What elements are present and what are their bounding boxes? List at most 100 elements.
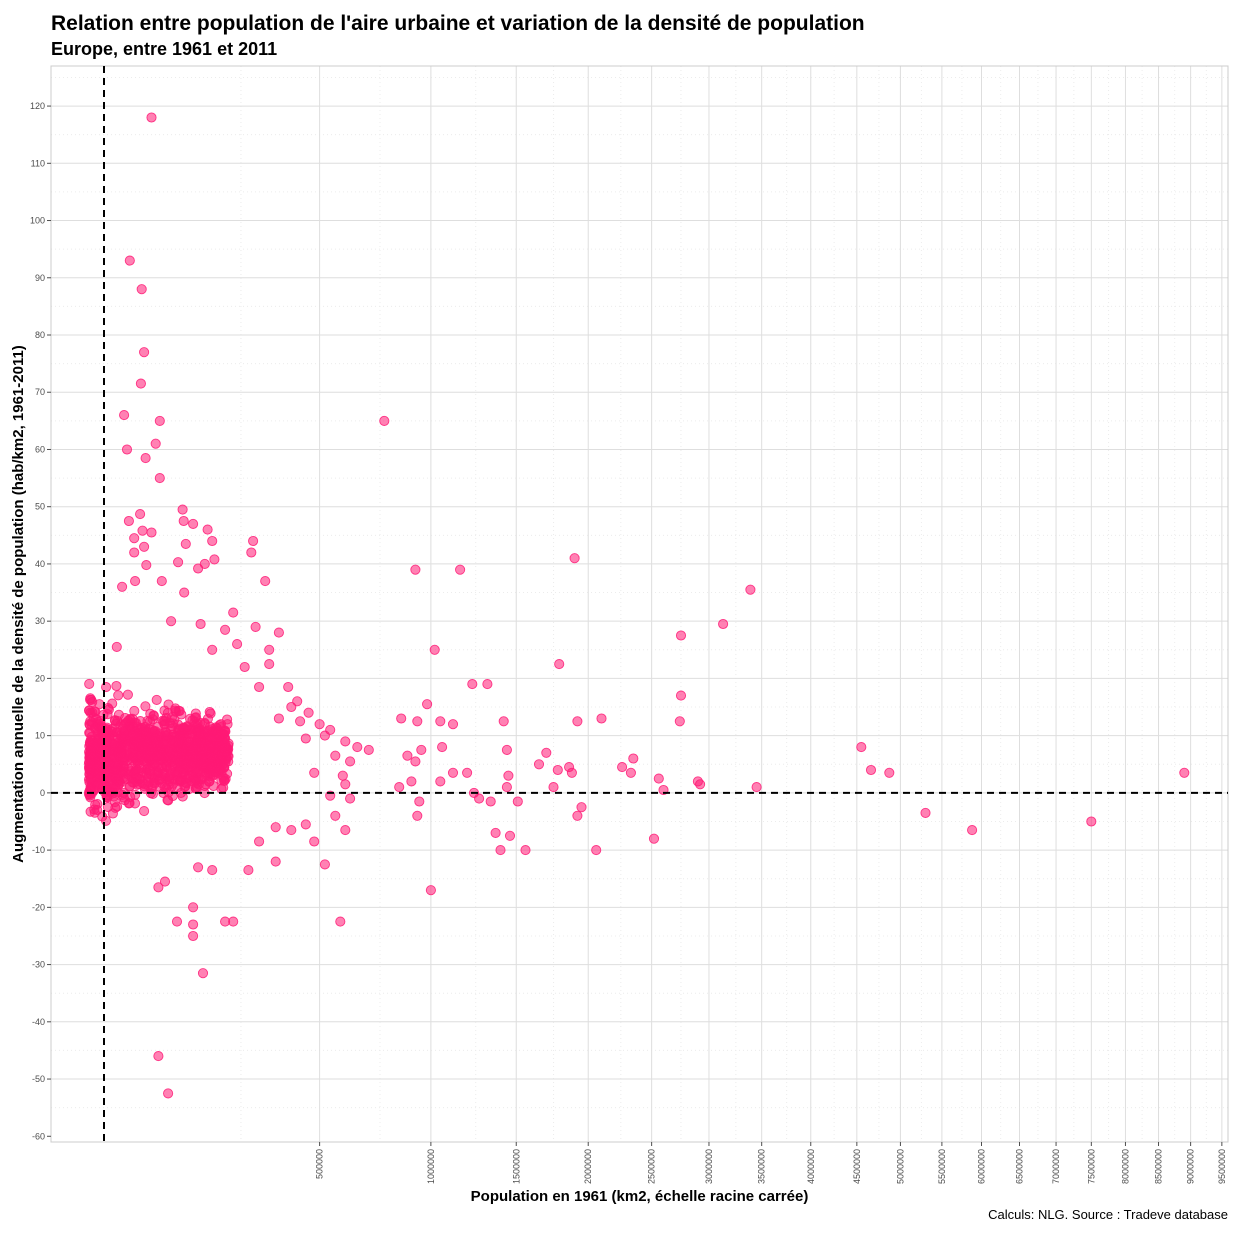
data-point [501, 744, 512, 755]
data-point [617, 762, 628, 773]
data-point [467, 679, 478, 690]
data-point [172, 782, 183, 793]
x-tick-label: 3500000 [757, 1149, 767, 1184]
data-point [144, 765, 155, 776]
data-point [137, 525, 148, 536]
data-point [474, 793, 485, 804]
data-point [122, 689, 133, 700]
data-point [498, 716, 509, 727]
data-point [192, 767, 203, 778]
data-point [92, 799, 103, 810]
data-point [87, 707, 98, 718]
data-point [569, 553, 580, 564]
y-tick-label: 50 [35, 502, 45, 512]
data-point [153, 882, 164, 893]
data-point [447, 719, 459, 730]
x-tick-label: 8000000 [1120, 1149, 1130, 1184]
data-point [503, 770, 514, 781]
x-tick-label: 1500000 [511, 1149, 521, 1184]
data-point [204, 706, 215, 718]
data-point [101, 682, 112, 693]
data-point [146, 112, 157, 123]
data-point [206, 760, 217, 771]
data-point [228, 607, 239, 618]
data-point [178, 515, 189, 527]
source-caption: Calculs: NLG. Source : Tradeve database [988, 1207, 1228, 1222]
data-point [171, 916, 183, 927]
data-point [246, 547, 257, 558]
data-point [1179, 767, 1190, 778]
data-point [335, 916, 346, 927]
data-point [222, 714, 233, 725]
data-point [168, 718, 179, 729]
data-point [188, 919, 199, 930]
data-point [270, 856, 281, 867]
y-tick-label: 20 [35, 673, 45, 683]
data-point [270, 822, 281, 833]
data-point [195, 618, 206, 630]
data-point [967, 825, 978, 836]
y-tick-label: 120 [30, 101, 45, 111]
data-point [653, 773, 664, 784]
data-point [273, 627, 284, 638]
x-axis-title: Population en 1961 (km2, échelle racine … [471, 1188, 809, 1205]
data-point [239, 661, 250, 673]
data-point [435, 716, 446, 727]
data-point [410, 564, 421, 575]
data-point [495, 845, 506, 856]
data-point [179, 587, 190, 598]
data-point [501, 782, 512, 793]
data-point [135, 509, 146, 520]
data-point [345, 756, 356, 767]
data-point [220, 624, 231, 635]
y-tick-label: 70 [35, 387, 45, 397]
y-tick-label: 90 [35, 273, 45, 283]
data-point [222, 750, 233, 761]
data-point [123, 715, 134, 726]
data-point [286, 701, 297, 713]
data-point [154, 415, 165, 426]
data-point [94, 699, 105, 710]
data-point [314, 719, 325, 730]
data-point [330, 750, 341, 761]
data-point [128, 777, 140, 788]
data-point [447, 767, 459, 778]
data-point [319, 859, 330, 870]
data-point [340, 736, 351, 747]
data-point [129, 533, 140, 544]
data-point [193, 563, 204, 574]
data-point [197, 968, 209, 979]
data-point [124, 798, 135, 809]
data-point [154, 473, 165, 484]
data-point [223, 738, 234, 749]
data-point [352, 742, 363, 753]
data-point [675, 690, 687, 701]
data-point [113, 690, 124, 701]
y-tick-label: -20 [32, 902, 45, 912]
data-point [108, 738, 119, 749]
minor-grid [51, 66, 1228, 1142]
y-axis-title: Augmentation annuelle de la densité de p… [10, 345, 27, 863]
major-grid [51, 66, 1228, 1142]
data-point [119, 410, 130, 421]
data-point [176, 709, 187, 720]
data-point [85, 693, 96, 704]
data-point [303, 707, 314, 718]
data-point [254, 681, 265, 693]
data-point [482, 679, 493, 690]
data-point [193, 862, 204, 873]
data-point [153, 1051, 164, 1062]
data-point [130, 576, 141, 587]
data-point [429, 644, 440, 655]
data-point [340, 825, 351, 836]
data-point [412, 810, 423, 821]
data-point [566, 767, 577, 778]
data-point [295, 716, 306, 727]
data-point [504, 830, 516, 841]
data-point [124, 255, 135, 266]
data-point [856, 742, 867, 753]
data-point [425, 885, 436, 896]
x-tick-label: 1000000 [426, 1149, 436, 1184]
data-point [884, 767, 895, 778]
data-point [254, 836, 265, 847]
